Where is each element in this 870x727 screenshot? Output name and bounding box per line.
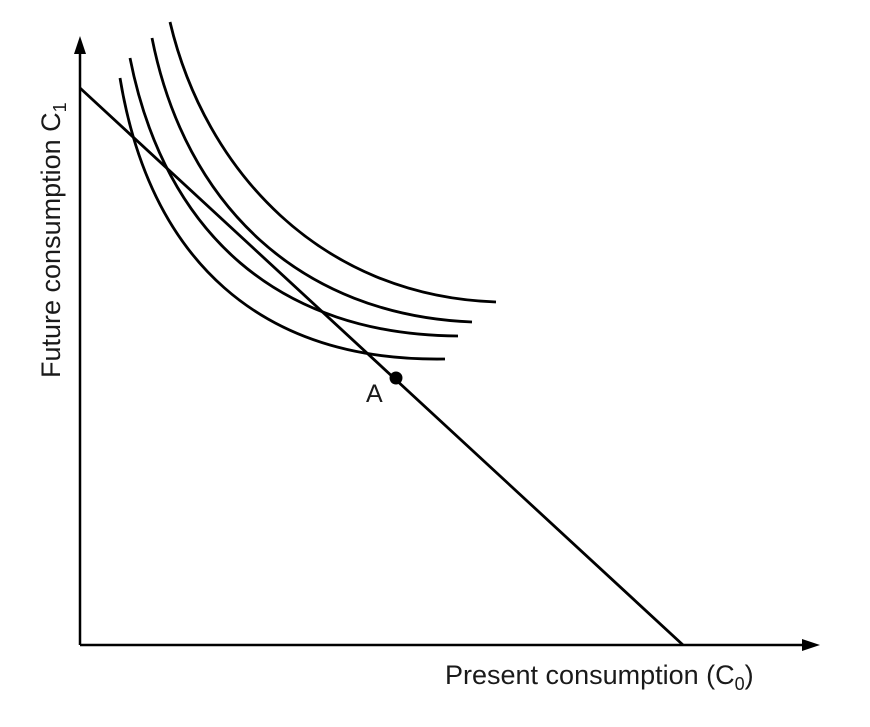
indifference-curve-4 [168,21,497,304]
x-axis [80,639,820,651]
x-axis-label: Present consumption (C0) [445,660,754,694]
y-axis [74,36,86,645]
indifference-curve-2 [128,57,459,338]
indifference-curve-1 [118,77,446,361]
x-axis-arrow-icon [802,639,820,651]
indifference-curves [118,21,497,361]
y-axis-label: Future consumption C1 [36,102,70,378]
point-a-label: A [366,380,383,408]
indifference-curve-3 [150,37,473,324]
y-axis-arrow-icon [74,36,86,54]
point-a-marker [389,371,403,385]
budget-line [79,86,684,647]
